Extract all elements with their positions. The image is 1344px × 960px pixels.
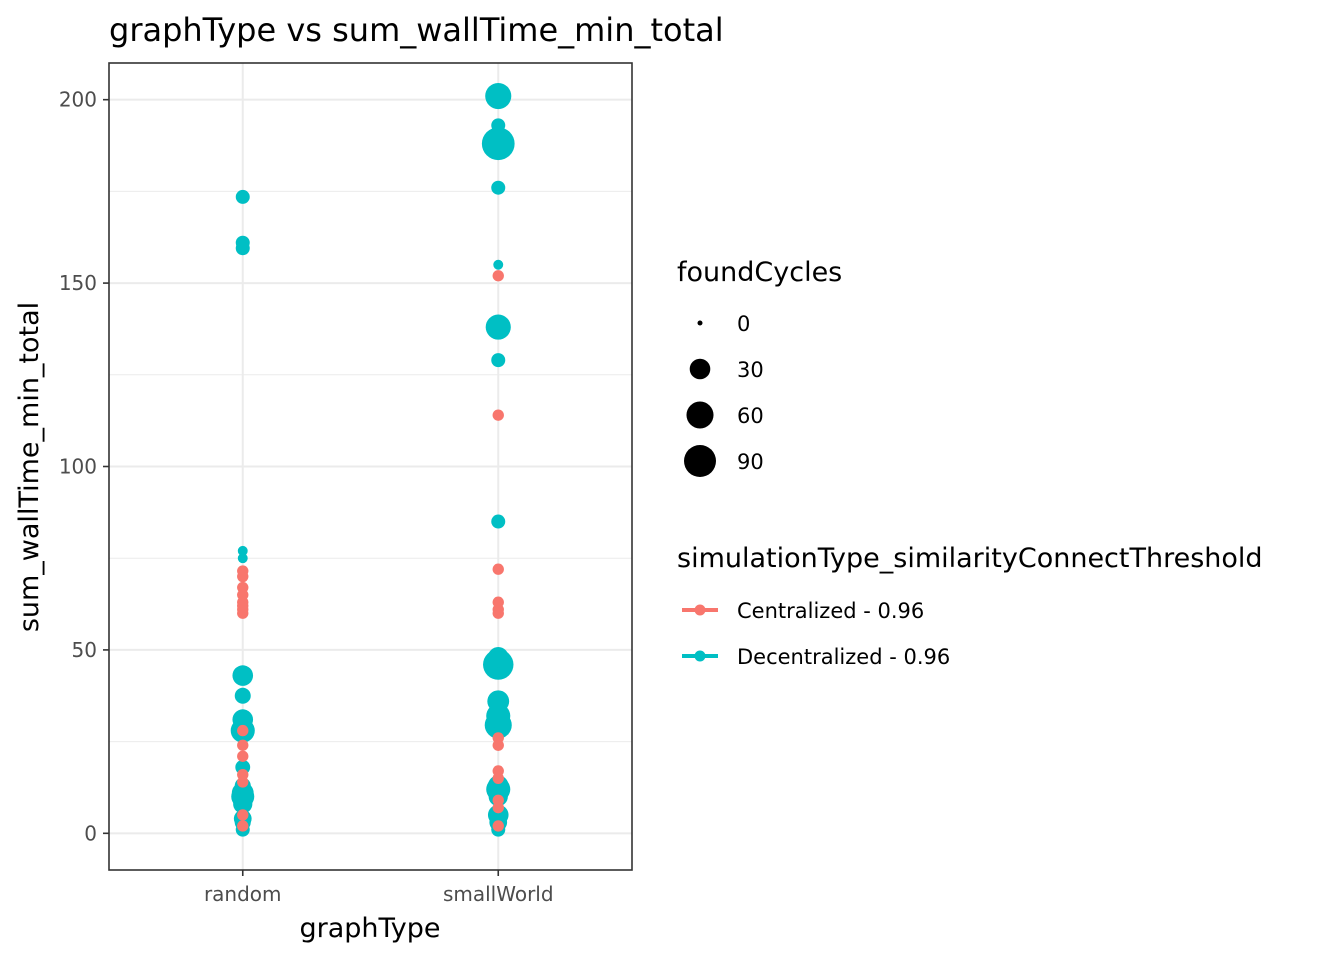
chart-title: graphType vs sum_wallTime_min_total	[109, 11, 724, 49]
y-tick-label: 0	[84, 821, 97, 845]
color-legend-label: Decentralized - 0.96	[737, 645, 950, 669]
data-point-decentralized	[237, 553, 248, 564]
y-axis: 0 50 100 150 200	[59, 88, 109, 845]
data-point-decentralized	[485, 314, 511, 340]
y-tick-label: 50	[72, 638, 97, 662]
data-point-decentralized	[493, 259, 504, 270]
data-point-centralized	[237, 607, 249, 619]
data-point-decentralized	[487, 646, 509, 668]
data-point-centralized	[237, 820, 249, 832]
data-point-centralized	[492, 772, 504, 784]
color-legend: Centralized - 0.96 Decentralized - 0.96	[682, 599, 950, 669]
data-point-centralized	[237, 739, 249, 751]
color-legend-key	[682, 650, 718, 662]
data-point-centralized	[492, 820, 504, 832]
size-legend-label: 60	[737, 404, 764, 428]
data-point-centralized	[492, 607, 504, 619]
size-legend-label: 0	[737, 312, 750, 336]
size-legend-label: 30	[737, 358, 764, 382]
x-tick-label: random	[204, 882, 282, 906]
data-point-centralized	[237, 570, 249, 583]
data-point-decentralized	[487, 690, 510, 713]
data-point-centralized	[492, 563, 504, 575]
color-legend-title: simulationType_similarityConnectThreshol…	[677, 543, 1263, 574]
data-point-decentralized	[235, 189, 250, 204]
data-point-decentralized	[237, 545, 248, 556]
size-legend-key	[689, 358, 711, 380]
x-tick-label: smallWorld	[443, 882, 554, 906]
x-axis: random smallWorld	[204, 870, 554, 906]
data-point-decentralized	[491, 514, 506, 529]
y-tick-label: 150	[59, 271, 97, 295]
data-point-centralized	[492, 739, 504, 751]
color-legend-dot	[694, 650, 706, 662]
color-legend-key	[682, 604, 718, 616]
data-point-centralized	[237, 724, 249, 737]
size-legend-key	[686, 401, 714, 429]
data-point-centralized	[237, 809, 249, 821]
color-legend-label: Centralized - 0.96	[737, 599, 924, 623]
y-tick-label: 100	[59, 455, 97, 479]
grid-major	[109, 63, 632, 870]
x-axis-title: graphType	[299, 913, 440, 944]
data-point-decentralized	[234, 687, 251, 704]
data-point-decentralized	[491, 118, 506, 133]
data-point-decentralized	[491, 180, 506, 195]
data-point-decentralized	[481, 127, 515, 161]
size-legend: 0 30 60 90	[684, 312, 764, 477]
size-legend-title: foundCycles	[677, 257, 842, 288]
data-point-decentralized	[233, 794, 253, 814]
y-tick-label: 200	[59, 88, 97, 112]
data-point-decentralized	[235, 241, 250, 256]
data-points	[230, 82, 515, 837]
data-point-centralized	[492, 409, 504, 421]
size-legend-key	[697, 320, 703, 326]
data-point-decentralized	[232, 709, 254, 730]
data-point-decentralized	[491, 353, 506, 368]
data-point-decentralized	[485, 82, 512, 110]
data-point-centralized	[492, 270, 504, 282]
size-legend-key	[684, 445, 716, 477]
data-point-decentralized	[232, 665, 254, 686]
y-axis-title: sum_wallTime_min_total	[14, 302, 45, 632]
size-legend-label: 90	[737, 450, 764, 474]
data-point-centralized	[237, 750, 249, 762]
data-point-centralized	[492, 801, 504, 814]
color-legend-dot	[694, 604, 706, 616]
grid-minor	[109, 190, 632, 743]
data-point-centralized	[237, 776, 249, 788]
